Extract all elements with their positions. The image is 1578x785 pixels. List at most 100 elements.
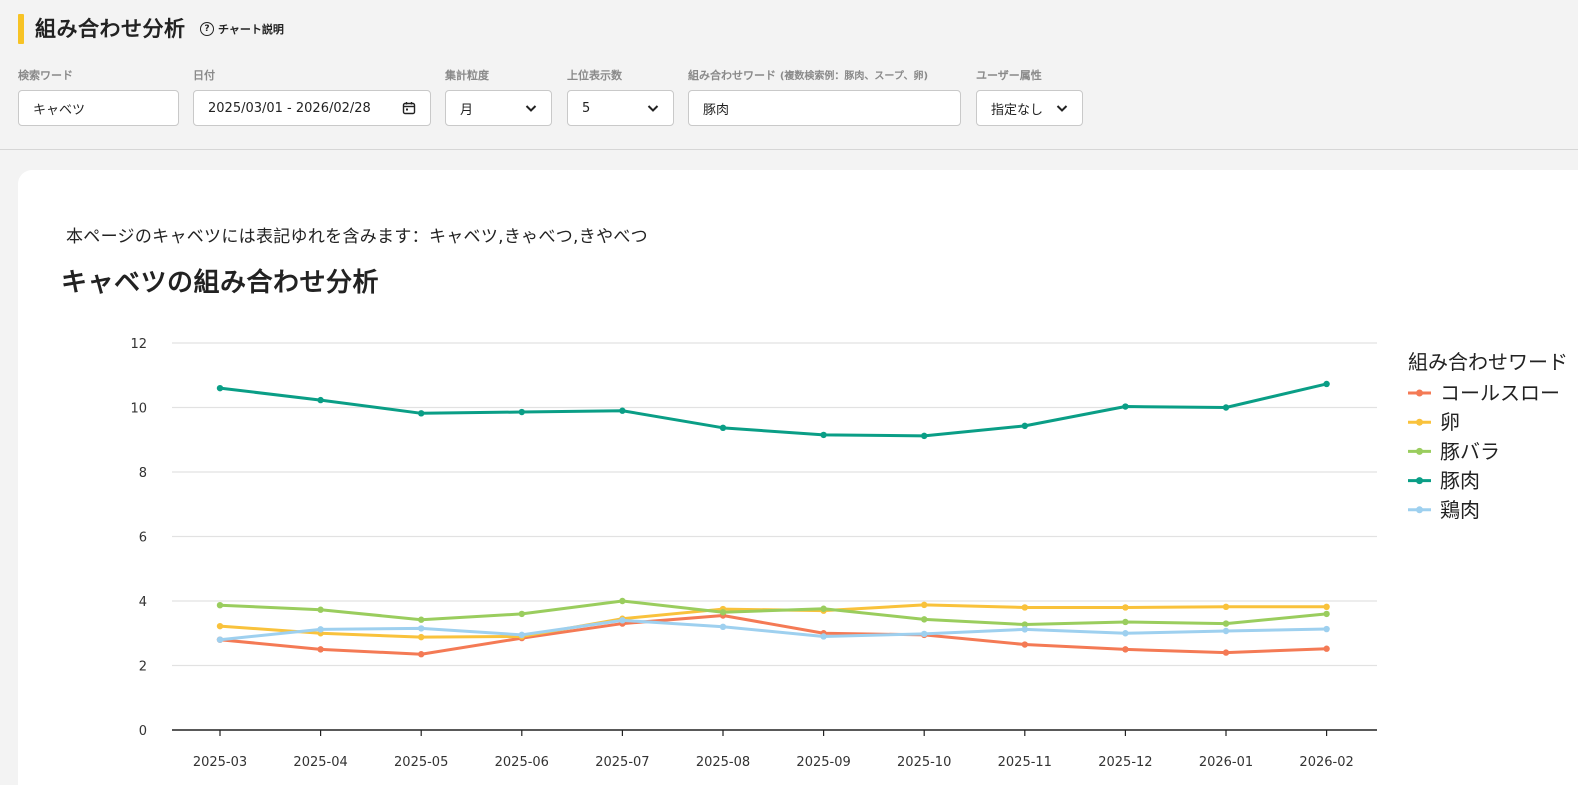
data-point	[1122, 403, 1129, 410]
top-count-select[interactable]: 5	[567, 90, 674, 126]
user-attr-select[interactable]: 指定なし	[976, 90, 1083, 126]
y-tick-label: 0	[139, 724, 147, 739]
combo-word-label-text: 組み合わせワード	[688, 69, 776, 82]
y-tick-label: 4	[139, 595, 147, 610]
data-point	[1222, 620, 1230, 627]
combo-word-label: 組み合わせワード (複数検索例：豚肉、スープ、卵)	[688, 68, 961, 84]
chart-title: キャベツの組み合わせ分析	[61, 268, 380, 298]
data-point	[418, 410, 425, 417]
data-point	[1222, 649, 1230, 656]
data-point	[1323, 610, 1330, 618]
date-field: 日付 2025/03/01 - 2026/02/28	[193, 68, 431, 126]
chart-help-label: チャート説明	[218, 23, 284, 36]
granularity-select[interactable]: 月	[445, 90, 552, 126]
combo-word-input[interactable]	[688, 90, 961, 126]
data-point	[719, 424, 727, 432]
data-point	[1021, 422, 1028, 430]
data-point	[1021, 604, 1028, 611]
y-tick-label: 8	[139, 466, 147, 481]
granularity-label: 集計粒度	[445, 69, 489, 82]
date-range-value: 2025/03/01 - 2026/02/28	[208, 100, 371, 116]
legend-swatch-dot	[1416, 418, 1423, 426]
calendar-icon	[402, 102, 416, 115]
data-point	[216, 384, 224, 392]
combo-word-field: 組み合わせワード (複数検索例：豚肉、スープ、卵)	[688, 68, 961, 126]
data-point	[719, 623, 727, 630]
notation-note: 本ページのキャベツには表記ゆれを含みます：キャベツ,きゃべつ,きやべつ	[66, 227, 648, 247]
legend-title: 組み合わせワード	[1408, 350, 1568, 374]
data-point	[1222, 627, 1230, 635]
data-point	[619, 407, 626, 414]
top-count-field: 上位表示数 5	[567, 68, 674, 126]
data-point	[820, 633, 827, 640]
data-point	[1323, 625, 1330, 633]
user-attr-field: ユーザー属性 指定なし	[976, 68, 1083, 126]
data-point	[1222, 603, 1230, 611]
data-point	[1222, 404, 1230, 411]
page-header: 組み合わせ分析 ? チャート説明 検索ワード 日付 2025/03/01 - 2…	[0, 0, 1578, 150]
data-point	[619, 597, 626, 605]
title-accent-bar	[18, 14, 24, 44]
question-circle-icon: ?	[200, 22, 214, 36]
chevron-down-icon	[525, 105, 537, 112]
data-point	[418, 633, 425, 641]
x-tick-label: 2025-08	[696, 755, 750, 770]
combo-word-text[interactable]	[703, 100, 946, 116]
data-point	[216, 622, 224, 630]
x-tick-label: 2025-10	[897, 755, 951, 770]
legend-swatch-dot	[1416, 506, 1423, 514]
data-point	[518, 631, 525, 639]
data-point	[1021, 626, 1028, 633]
granularity-value: 月	[460, 102, 474, 118]
x-tick-label: 2025-06	[495, 755, 549, 770]
y-tick-label: 6	[139, 531, 147, 546]
page-title: 組み合わせ分析	[35, 17, 186, 41]
legend-label: 豚肉	[1440, 469, 1480, 493]
data-point	[1323, 380, 1330, 388]
data-point	[418, 651, 425, 658]
chevron-down-icon	[647, 105, 659, 112]
combo-word-hint: (複数検索例：豚肉、スープ、卵)	[779, 71, 929, 82]
data-point	[619, 617, 626, 624]
y-tick-label: 10	[130, 402, 147, 417]
data-point	[317, 606, 324, 613]
series-line	[219, 599, 1327, 627]
data-point	[1021, 641, 1028, 648]
data-point	[820, 431, 827, 439]
legend-swatch-dot	[1416, 477, 1423, 485]
chevron-down-icon	[1056, 105, 1068, 112]
data-point	[1323, 603, 1330, 611]
date-range-input[interactable]: 2025/03/01 - 2026/02/28	[193, 90, 431, 126]
date-label: 日付	[193, 69, 215, 82]
y-tick-label: 12	[130, 337, 147, 352]
legend-label: コールスロー	[1440, 381, 1560, 405]
top-count-label: 上位表示数	[567, 69, 622, 82]
x-tick-label: 2025-12	[1098, 755, 1152, 770]
legend-swatch-dot	[1416, 447, 1423, 455]
legend-swatch-dot	[1416, 389, 1423, 397]
series-line	[219, 382, 1327, 438]
x-tick-label: 2026-02	[1299, 755, 1353, 770]
series-line	[219, 618, 1327, 642]
user-attr-label: ユーザー属性	[976, 69, 1042, 82]
data-point	[317, 626, 324, 633]
x-tick-label: 2025-03	[193, 755, 247, 770]
data-point	[921, 601, 928, 609]
data-point	[719, 609, 727, 616]
data-point	[1021, 621, 1028, 628]
search-word-text[interactable]	[33, 100, 164, 116]
search-word-input[interactable]	[18, 90, 179, 126]
x-tick-label: 2026-01	[1199, 755, 1253, 770]
x-tick-label: 2025-09	[796, 755, 850, 770]
legend-label: 卵	[1440, 410, 1460, 434]
chart-help-link[interactable]: ? チャート説明	[200, 21, 284, 37]
series-line	[219, 614, 1327, 656]
data-point	[1323, 645, 1330, 652]
data-point	[518, 610, 525, 618]
search-word-field: 検索ワード	[18, 68, 179, 126]
data-point	[820, 605, 827, 612]
user-attr-value: 指定なし	[991, 102, 1044, 118]
x-tick-label: 2025-11	[998, 755, 1052, 770]
data-point	[921, 616, 928, 623]
legend-label: 豚バラ	[1440, 439, 1500, 463]
